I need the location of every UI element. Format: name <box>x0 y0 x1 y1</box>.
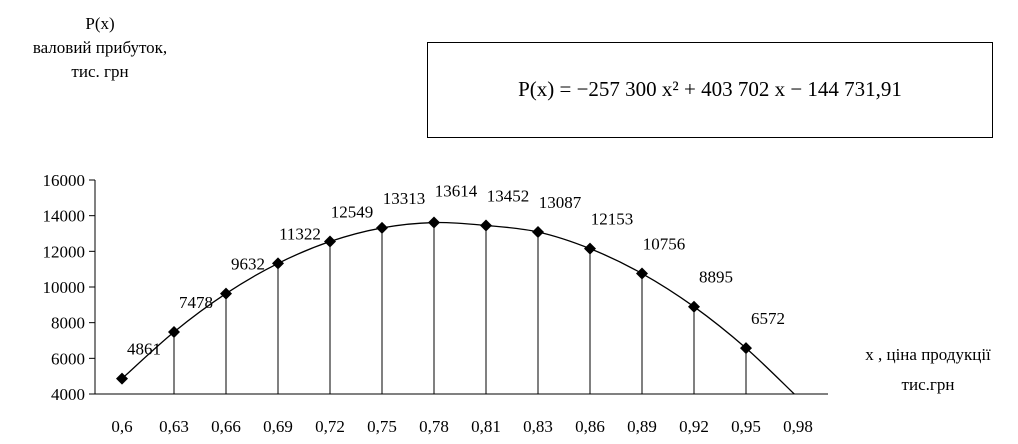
formula-text: P(x) = −257 300 x² + 403 702 x − 144 731… <box>518 77 902 101</box>
data-label: 4861 <box>127 340 161 359</box>
data-point-marker <box>376 221 388 234</box>
x-tick-label: 0,98 <box>783 417 813 436</box>
x-tick-label: 0,66 <box>211 417 241 436</box>
y-tick-label: 14000 <box>43 207 86 226</box>
data-point-marker <box>116 372 128 385</box>
y-tick-label: 8000 <box>51 314 85 333</box>
y-axis-title-line-3: тис. грн <box>71 62 129 81</box>
data-point-marker <box>688 300 700 313</box>
data-label: 9632 <box>231 255 265 274</box>
x-axis-title: x , ціна продукції тис.грн <box>838 340 1018 400</box>
data-label: 13087 <box>539 193 582 212</box>
y-tick-label: 4000 <box>51 385 85 404</box>
y-tick-label: 10000 <box>43 278 86 297</box>
x-tick-label: 0,75 <box>367 417 397 436</box>
x-tick-label: 0,95 <box>731 417 761 436</box>
data-label: 13614 <box>435 182 478 201</box>
data-point-marker <box>636 267 648 280</box>
x-tick-label: 0,72 <box>315 417 345 436</box>
data-point-marker <box>324 235 336 248</box>
data-point-marker <box>532 225 544 238</box>
y-axis-title-line-1: P(x) <box>85 14 115 33</box>
data-point-marker <box>740 342 752 355</box>
x-tick-label: 0,81 <box>471 417 501 436</box>
x-tick-label: 0,6 <box>111 417 132 436</box>
data-point-marker <box>428 216 440 229</box>
data-point-marker <box>272 257 284 270</box>
data-point-marker <box>584 242 596 255</box>
data-label: 10756 <box>643 235 686 254</box>
data-point-marker <box>220 287 232 300</box>
data-label: 12153 <box>591 210 634 229</box>
data-label: 11322 <box>279 224 321 243</box>
x-tick-label: 0,83 <box>523 417 553 436</box>
x-tick-label: 0,63 <box>159 417 189 436</box>
x-tick-label: 0,89 <box>627 417 657 436</box>
x-tick-label: 0,69 <box>263 417 293 436</box>
data-point-marker <box>168 325 180 338</box>
x-axis-title-line-1: x , ціна продукції <box>865 345 991 364</box>
y-tick-label: 12000 <box>43 242 86 261</box>
y-axis-title-line-2: валовий прибуток, <box>32 38 168 57</box>
data-label: 8895 <box>699 268 733 287</box>
x-tick-label: 0,78 <box>419 417 449 436</box>
x-tick-label: 0,86 <box>575 417 605 436</box>
data-label: 13313 <box>383 189 426 208</box>
data-label: 7478 <box>179 293 213 312</box>
y-tick-label: 16000 <box>43 171 86 190</box>
data-label: 6572 <box>751 309 785 328</box>
data-label: 13452 <box>487 186 530 205</box>
x-tick-label: 0,92 <box>679 417 709 436</box>
formula-box: P(x) = −257 300 x² + 403 702 x − 144 731… <box>427 42 993 138</box>
x-axis-title-line-2: тис.грн <box>901 375 955 394</box>
data-point-marker <box>480 219 492 232</box>
y-tick-label: 6000 <box>51 349 85 368</box>
y-axis-title: P(x) валовий прибуток, тис. грн <box>0 12 200 84</box>
data-label: 12549 <box>331 203 374 222</box>
